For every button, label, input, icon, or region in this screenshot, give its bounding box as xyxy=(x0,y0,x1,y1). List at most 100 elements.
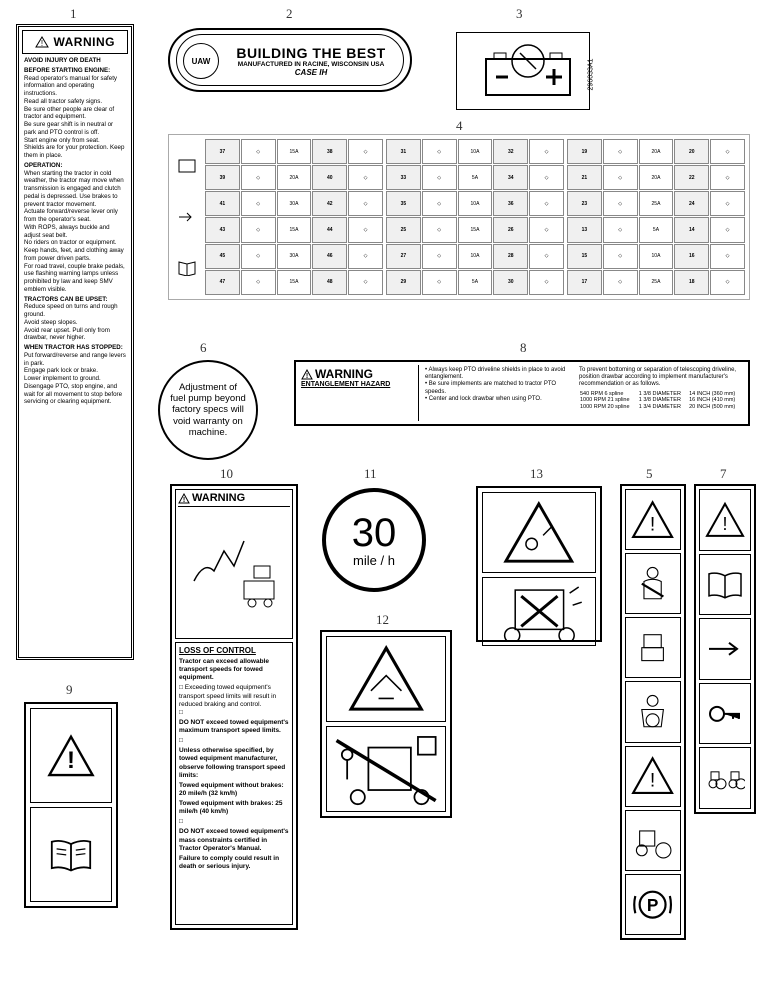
decal-9-pictogram: ! xyxy=(24,702,118,908)
no-rider-icon xyxy=(333,731,439,807)
d12-cell-hazard xyxy=(326,636,446,722)
decal-6-fuelpump: Adjustment of fuel pump beyond factory s… xyxy=(158,360,258,460)
label-num-8: 8 xyxy=(520,340,527,356)
svg-text:!: ! xyxy=(306,373,308,380)
label-num-11: 11 xyxy=(364,466,377,482)
fuse-cell: ◇ xyxy=(603,191,638,216)
fuse-grid: 37◇15A38◇39◇20A40◇41◇30A42◇43◇15A44◇45◇3… xyxy=(205,139,745,295)
fuse-cell: ◇ xyxy=(241,165,276,190)
fuse-cell: 18 xyxy=(674,270,709,295)
d8r20: 1000 RPM 20 spline xyxy=(579,404,638,411)
tractor-pair-icon xyxy=(705,754,745,802)
d8r22: 20 INCH (500 mm) xyxy=(688,404,743,411)
decal-1-body: AVOID INJURY OR DEATH BEFORE STARTING EN… xyxy=(22,57,128,406)
arrow-icon xyxy=(177,211,197,223)
book-icon xyxy=(177,260,197,276)
d8r02: 14 INCH (360 mm) xyxy=(688,391,743,398)
d10-p0: Tractor can exceed allowable transport s… xyxy=(179,658,289,682)
decal-11-speed: 30 mile / h xyxy=(322,488,426,592)
d5-c4 xyxy=(625,681,681,742)
crush-hazard-icon xyxy=(339,645,433,712)
fuse-cell: 28 xyxy=(493,244,528,269)
fuse-cell: ◇ xyxy=(529,191,564,216)
fuse-cell: ◇ xyxy=(348,139,383,164)
tractor-side-icon xyxy=(631,817,674,864)
decal-8-hazard: ENTANGLEMENT HAZARD xyxy=(301,381,416,388)
d10-top: ! WARNING xyxy=(175,489,293,639)
d8-b1: Be sure implements are matched to tracto… xyxy=(425,381,556,394)
d8-b2: Center and lock drawbar when using PTO. xyxy=(429,396,542,402)
d1-s1: BEFORE STARTING ENGINE: xyxy=(24,67,126,75)
decal-13-pictogram xyxy=(476,486,602,642)
d1-s5: Be sure gear shift is in neutral or park… xyxy=(24,121,113,136)
fuse-cell: 42 xyxy=(312,191,347,216)
d1-s18: Avoid rear upset. Pull only from drawbar… xyxy=(24,327,110,342)
warning-triangle-icon: ! xyxy=(631,752,674,799)
fuse-cell: 24 xyxy=(674,191,709,216)
fuse-cell: 33 xyxy=(386,165,421,190)
decal-4-fusebox: 37◇15A38◇39◇20A40◇41◇30A42◇43◇15A44◇45◇3… xyxy=(168,134,750,300)
decal-1-warning: ! WARNING AVOID INJURY OR DEATH BEFORE S… xyxy=(16,24,134,660)
fuse-cell: 41 xyxy=(205,191,240,216)
fuse-block: 37◇15A38◇39◇20A40◇41◇30A42◇43◇15A44◇45◇3… xyxy=(205,139,383,295)
fuse-cell: 29 xyxy=(386,270,421,295)
decal-2-inner: UAW BUILDING THE BEST MANUFACTURED IN RA… xyxy=(176,34,404,86)
fuse-cell: ◇ xyxy=(348,270,383,295)
fuse-cell: 20A xyxy=(277,165,312,190)
fuse-cell: ◇ xyxy=(710,270,745,295)
d1-s16: Reduce speed on turns and rough ground. xyxy=(24,303,118,318)
fuse-cell: 15A xyxy=(277,217,312,242)
fuse-cell: 14 xyxy=(674,217,709,242)
decal-8-header: ! WARNING xyxy=(301,367,416,381)
warning-triangle-icon: ! xyxy=(301,369,313,380)
d1-s0: AVOID INJURY OR DEATH xyxy=(24,57,126,65)
label-num-10: 10 xyxy=(220,466,233,482)
label-num-3: 3 xyxy=(516,6,523,22)
fuse-cell: 17 xyxy=(567,270,602,295)
d10-p4: Towed equipment without brakes: 20 mile/… xyxy=(179,782,289,798)
fuse-cell: 32 xyxy=(493,139,528,164)
decal-2-line1: BUILDING THE BEST xyxy=(225,45,397,61)
label-num-5: 5 xyxy=(646,466,653,482)
d1-s15: TRACTORS CAN BE UPSET: xyxy=(24,296,126,304)
d1-s11: With ROPS, always buckle and adjust seat… xyxy=(24,224,110,239)
fuse-cell: ◇ xyxy=(710,217,745,242)
fuse-cell: ◇ xyxy=(529,217,564,242)
fuse-cell: ◇ xyxy=(422,139,457,164)
fuse-cell: ◇ xyxy=(603,165,638,190)
decal-8-entanglement: ! WARNING ENTANGLEMENT HAZARD • Always k… xyxy=(294,360,750,426)
decal-8-col3: To prevent bottoming or separation of te… xyxy=(577,365,745,421)
d7-c5 xyxy=(699,747,751,809)
fuse-cell: 30 xyxy=(493,270,528,295)
label-num-1: 1 xyxy=(70,6,77,22)
fuse-cell: 16 xyxy=(674,244,709,269)
decal-2-line3: CASE IH xyxy=(225,68,397,77)
decal-2-line2: MANUFACTURED IN RACINE, WISCONSIN USA xyxy=(225,61,397,68)
runover-hazard-icon xyxy=(494,501,584,564)
label-num-7: 7 xyxy=(720,466,727,482)
fuse-cell: 25A xyxy=(639,191,674,216)
d1-s12: No riders on tractor or equipment. xyxy=(24,239,117,246)
d1-s22: Lower implement to ground. xyxy=(24,375,101,382)
fuse-cell: 36 xyxy=(493,191,528,216)
d8-heading: WARNING xyxy=(315,367,373,381)
fuse-cell: 15A xyxy=(277,270,312,295)
open-book-icon xyxy=(47,827,95,883)
label-num-9: 9 xyxy=(66,682,73,698)
fuse-cell: 25 xyxy=(386,217,421,242)
d1-s2: Read operator's manual for safety inform… xyxy=(24,75,117,98)
fuse-cell: 20A xyxy=(639,139,674,164)
decal-8-table: 540 RPM 6 spline1 3/8 DIAMETER14 INCH (3… xyxy=(579,391,743,411)
d1-s17: Avoid steep slopes. xyxy=(24,319,78,326)
fuse-cell: ◇ xyxy=(710,244,745,269)
fuse-cell: 10A xyxy=(458,244,493,269)
d10-title: LOSS OF CONTROL xyxy=(179,646,289,656)
fuse-cell: 48 xyxy=(312,270,347,295)
park-brake-icon: P xyxy=(631,881,674,928)
d1-s21: Engage park lock or brake. xyxy=(24,367,98,374)
fuse-cell: 35 xyxy=(386,191,421,216)
fuse-side-icons xyxy=(173,139,201,295)
label-num-6: 6 xyxy=(200,340,207,356)
decal-3-partno: 296033A1 xyxy=(588,59,595,91)
decal-1-header: ! WARNING xyxy=(22,30,128,54)
